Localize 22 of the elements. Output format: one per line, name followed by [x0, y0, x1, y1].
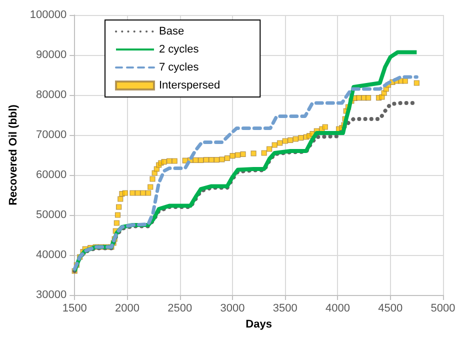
legend-label: Interspersed: [159, 80, 220, 92]
x-tick-label: 2500: [168, 302, 192, 314]
legend-label: 7 cycles: [159, 62, 200, 74]
y-tick-label: 30000: [36, 289, 67, 301]
legend-label: 2 cycles: [159, 44, 200, 56]
y-tick-label: 50000: [36, 209, 67, 221]
x-tick-label: 4500: [378, 302, 403, 314]
y-tick-label: 80000: [36, 89, 67, 101]
x-tick-label: 3000: [220, 302, 245, 314]
x-axis-title: Days: [246, 318, 272, 330]
legend-label: Base: [159, 26, 184, 38]
x-tick-label: 2000: [114, 302, 140, 314]
y-axis-title: Recovered Oil (bbl): [8, 104, 20, 206]
y-tick-label: 90000: [36, 49, 67, 61]
x-tick-label: 4000: [326, 302, 350, 314]
y-tick-label: 100000: [30, 9, 67, 21]
x-tick-label: 5000: [430, 302, 456, 314]
x-tick-label: 1500: [62, 302, 87, 314]
y-tick-label: 40000: [36, 249, 67, 261]
y-tick-label: 70000: [36, 129, 67, 141]
y-tick-label: 60000: [36, 169, 67, 181]
x-tick-label: 3500: [272, 302, 298, 314]
